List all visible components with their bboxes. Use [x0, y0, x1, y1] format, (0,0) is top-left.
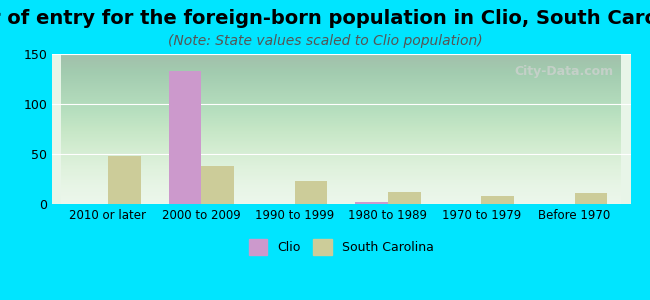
Bar	[388, 192, 421, 204]
Bar	[356, 202, 388, 204]
Bar	[168, 71, 202, 204]
Text: Year of entry for the foreign-born population in Clio, South Carolina: Year of entry for the foreign-born popul…	[0, 9, 650, 28]
Bar	[481, 196, 514, 204]
Bar	[294, 181, 327, 204]
Text: (Note: State values scaled to Clio population): (Note: State values scaled to Clio popul…	[168, 34, 482, 49]
Bar	[575, 193, 607, 204]
Text: City-Data.com: City-Data.com	[514, 64, 613, 77]
Bar	[108, 156, 140, 204]
Bar	[202, 166, 234, 204]
Legend: Clio, South Carolina: Clio, South Carolina	[242, 233, 440, 261]
